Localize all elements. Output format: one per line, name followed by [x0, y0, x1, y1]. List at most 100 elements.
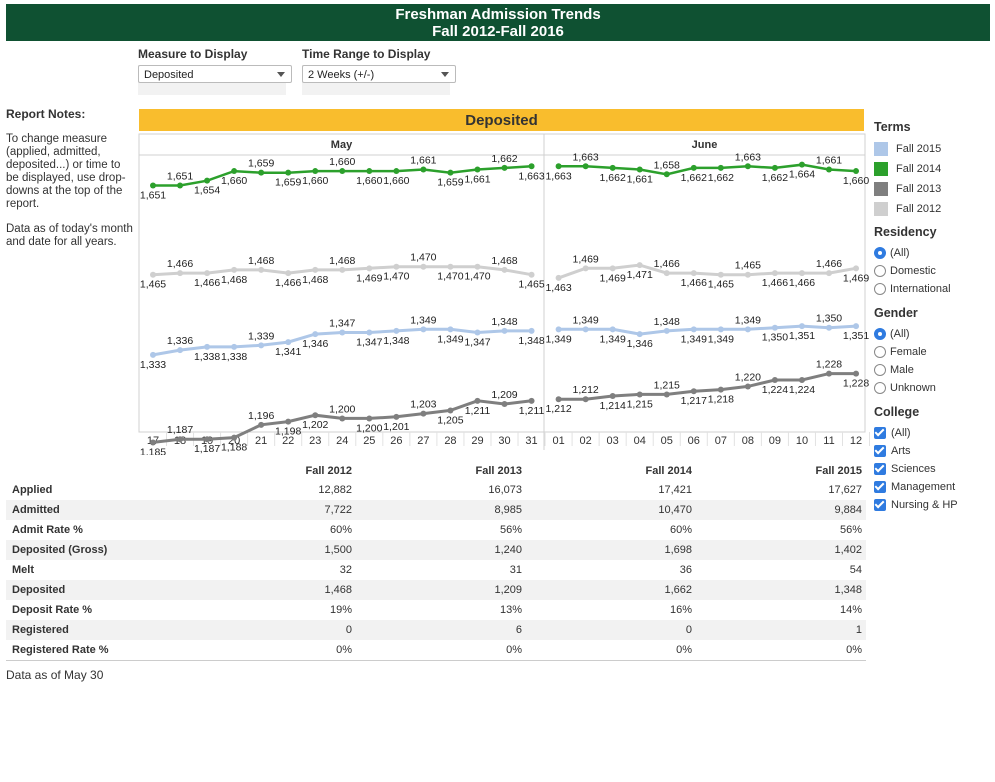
- data-point[interactable]: [285, 169, 292, 176]
- radio-option[interactable]: Female: [874, 343, 992, 361]
- data-point[interactable]: [258, 342, 265, 349]
- data-point[interactable]: [555, 163, 562, 170]
- data-point[interactable]: [312, 412, 319, 419]
- legend-item[interactable]: Fall 2014: [874, 159, 992, 179]
- checkbox-checked-icon[interactable]: [874, 445, 886, 457]
- data-point[interactable]: [636, 391, 643, 398]
- data-point[interactable]: [366, 415, 373, 422]
- data-point[interactable]: [690, 270, 697, 277]
- data-point[interactable]: [366, 168, 373, 175]
- data-point[interactable]: [582, 163, 589, 170]
- data-point[interactable]: [717, 326, 724, 333]
- data-point[interactable]: [582, 326, 589, 333]
- data-point[interactable]: [636, 331, 643, 338]
- data-point[interactable]: [231, 266, 238, 273]
- data-point[interactable]: [798, 161, 805, 168]
- data-point[interactable]: [528, 271, 535, 278]
- data-point[interactable]: [744, 383, 751, 390]
- data-point[interactable]: [474, 397, 481, 404]
- data-point[interactable]: [636, 166, 643, 173]
- checkbox-checked-icon[interactable]: [874, 481, 886, 493]
- data-point[interactable]: [150, 439, 156, 446]
- data-point[interactable]: [826, 270, 832, 277]
- data-point[interactable]: [853, 168, 860, 175]
- data-point[interactable]: [420, 326, 427, 333]
- radio-option[interactable]: Male: [874, 361, 992, 379]
- data-point[interactable]: [420, 410, 427, 417]
- data-point[interactable]: [853, 370, 860, 377]
- data-point[interactable]: [771, 270, 778, 277]
- data-point[interactable]: [690, 326, 697, 333]
- time-range-dropdown[interactable]: 2 Weeks (+/-): [302, 65, 456, 83]
- data-point[interactable]: [798, 270, 805, 277]
- data-point[interactable]: [447, 169, 454, 176]
- data-point[interactable]: [447, 263, 454, 270]
- data-point[interactable]: [393, 168, 400, 175]
- radio-icon[interactable]: [874, 364, 886, 376]
- data-point[interactable]: [339, 329, 346, 336]
- data-point[interactable]: [501, 401, 508, 408]
- data-point[interactable]: [826, 166, 832, 173]
- data-point[interactable]: [744, 326, 751, 333]
- data-point[interactable]: [231, 168, 238, 175]
- data-point[interactable]: [771, 377, 778, 384]
- data-point[interactable]: [663, 327, 670, 334]
- data-point[interactable]: [177, 270, 184, 277]
- radio-icon[interactable]: [874, 247, 886, 259]
- data-point[interactable]: [609, 164, 616, 171]
- data-point[interactable]: [771, 324, 778, 331]
- radio-icon[interactable]: [874, 265, 886, 277]
- data-point[interactable]: [420, 263, 427, 270]
- data-point[interactable]: [258, 421, 265, 428]
- data-point[interactable]: [150, 271, 156, 278]
- data-point[interactable]: [663, 391, 670, 398]
- radio-option[interactable]: (All): [874, 244, 992, 262]
- data-point[interactable]: [663, 171, 670, 178]
- data-point[interactable]: [609, 265, 616, 272]
- data-point[interactable]: [636, 262, 643, 269]
- data-point[interactable]: [582, 265, 589, 272]
- data-point[interactable]: [717, 386, 724, 393]
- data-point[interactable]: [393, 327, 400, 334]
- radio-icon[interactable]: [874, 328, 886, 340]
- checkbox-checked-icon[interactable]: [874, 499, 886, 511]
- radio-option[interactable]: Unknown: [874, 379, 992, 397]
- data-point[interactable]: [285, 339, 292, 346]
- radio-option[interactable]: (All): [874, 325, 992, 343]
- data-point[interactable]: [528, 163, 535, 170]
- data-point[interactable]: [474, 166, 481, 173]
- data-point[interactable]: [501, 164, 508, 171]
- data-point[interactable]: [717, 271, 724, 278]
- data-point[interactable]: [853, 265, 860, 272]
- legend-item[interactable]: Fall 2012: [874, 199, 992, 219]
- radio-icon[interactable]: [874, 283, 886, 295]
- data-point[interactable]: [690, 388, 697, 395]
- data-point[interactable]: [501, 327, 508, 334]
- checkbox-option[interactable]: (All): [874, 424, 992, 442]
- data-point[interactable]: [853, 323, 860, 330]
- data-point[interactable]: [204, 177, 211, 184]
- data-point[interactable]: [204, 343, 211, 350]
- data-point[interactable]: [798, 323, 805, 330]
- data-point[interactable]: [582, 396, 589, 403]
- data-point[interactable]: [609, 326, 616, 333]
- checkbox-checked-icon[interactable]: [874, 463, 886, 475]
- checkbox-checked-icon[interactable]: [874, 427, 886, 439]
- radio-icon[interactable]: [874, 382, 886, 394]
- data-point[interactable]: [312, 266, 319, 273]
- data-point[interactable]: [555, 396, 562, 403]
- data-point[interactable]: [420, 166, 427, 173]
- data-point[interactable]: [150, 182, 156, 189]
- data-point[interactable]: [447, 326, 454, 333]
- data-point[interactable]: [555, 274, 562, 281]
- checkbox-option[interactable]: Arts: [874, 442, 992, 460]
- data-point[interactable]: [285, 270, 292, 277]
- data-point[interactable]: [366, 265, 373, 272]
- data-point[interactable]: [204, 270, 211, 277]
- data-point[interactable]: [258, 266, 265, 273]
- radio-option[interactable]: Domestic: [874, 262, 992, 280]
- data-point[interactable]: [447, 407, 454, 414]
- radio-icon[interactable]: [874, 346, 886, 358]
- data-point[interactable]: [177, 436, 184, 443]
- data-point[interactable]: [690, 164, 697, 171]
